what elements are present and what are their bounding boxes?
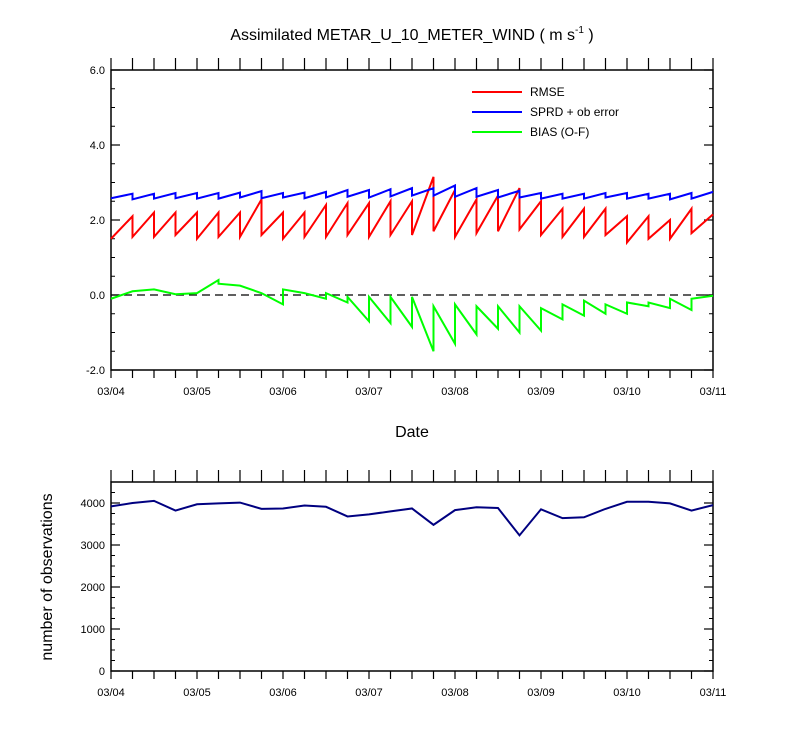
x-tick-label: 03/08 [441,386,469,398]
bottom-plot-area: 0 1000 2000 3000 4000 03/04 03/05 03/06 03/07 03/… [81,470,727,699]
y-tick-label: -2.0 [86,365,105,377]
x-tick-label: 03/04 [97,687,125,699]
legend-label: RMSE [530,85,565,99]
x-tick-label: 03/04 [97,386,125,398]
x-tick-label: 03/07 [355,386,383,398]
y-tick-label: 4000 [81,498,105,510]
x-tick-label: 03/06 [269,386,297,398]
bottom-chart: 0 1000 2000 3000 4000 03/04 03/05 03/06 03/07 03/… [39,470,726,699]
y-axis-title: number of observations [39,493,56,660]
series-line-sprd-ob-error [110,183,714,201]
y-tick-label: 4.0 [90,140,105,152]
y-tick-label: 3000 [81,540,105,552]
plot-frame [110,481,714,672]
legend-label: BIAS (O-F) [530,125,589,139]
x-tick-label: 03/09 [527,687,555,699]
x-tick-label: 03/11 [700,687,727,699]
legend-label: SPRD + ob error [530,105,619,119]
chart-title-units-exponent: -1 [575,25,584,36]
top-chart: Assimilated METAR_U_10_METER_WIND ( m s-… [86,25,726,441]
x-tick-label: 03/11 [700,386,727,398]
x-tick-label: 03/10 [613,687,641,699]
x-tick-label: 03/09 [527,386,555,398]
chart-title-units-close: ) [584,27,594,44]
chart-title: Assimilated METAR_U_10_METER_WIND ( m s-… [230,25,593,44]
x-tick-label: 03/08 [441,687,469,699]
y-tick-label: 2000 [81,582,105,594]
y-tick-label: 0.0 [90,290,105,302]
series-line-rmse [110,176,714,246]
x-tick-label: 03/05 [183,687,211,699]
x-tick-label: 03/06 [269,687,297,699]
top-plot-area: 6.0 4.0 2.0 0.0 -2.0 03/04 03/05 03/06 03/07 03/0… [86,58,726,398]
chart-title-units: ( m s [539,27,575,44]
x-tick-label: 03/10 [613,386,641,398]
legend: RMSE SPRD + ob error BIAS (O-F) [472,85,619,139]
series-line-0 [110,499,714,537]
y-tick-label: 6.0 [90,65,105,77]
x-tick-label: 03/07 [355,687,383,699]
y-tick-label: 1000 [81,624,105,636]
y-tick-label: 0 [99,666,105,678]
series-line-bias-o-f- [110,278,714,352]
x-axis-title: Date [395,424,429,441]
x-tick-label: 03/05 [183,386,211,398]
chart-title-main: Assimilated METAR_U_10_METER_WIND [230,27,535,44]
y-tick-label: 2.0 [90,215,105,227]
